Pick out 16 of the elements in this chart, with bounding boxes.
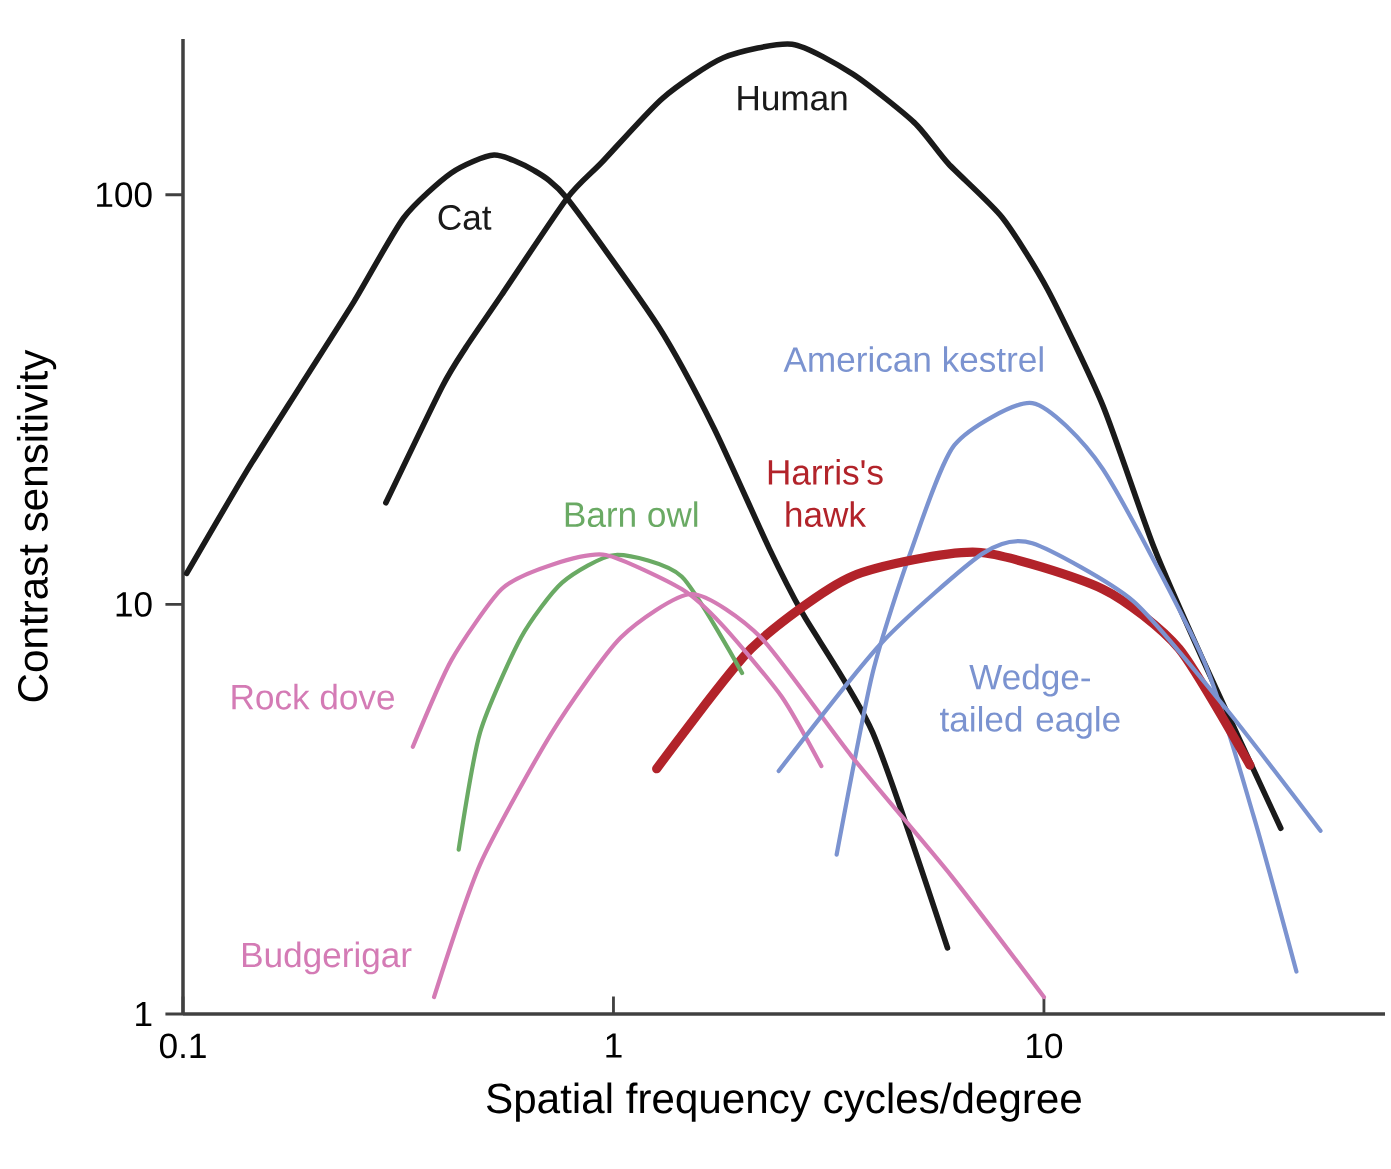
series-label: Wedge-tailed eagle — [940, 663, 1120, 739]
x-tick-label: 0.1 — [159, 1033, 206, 1059]
x-tick-label: 10 — [1027, 1033, 1063, 1059]
series-label: Rock dove — [232, 683, 394, 710]
y-axis-title: Contrast sensitivity — [16, 349, 57, 702]
y-tick-label: 100 — [97, 182, 152, 208]
y-tick-label: 1 — [136, 1001, 152, 1027]
series-label: Budgerigar — [243, 941, 412, 975]
x-tick-label: 1 — [606, 1033, 622, 1058]
series-label: American kestrel — [783, 346, 1043, 373]
series-label: Cat — [438, 205, 492, 230]
series-label: Harris's hawk — [768, 459, 883, 528]
x-axis-title: Spatial frequency cycles/degree — [487, 1082, 1081, 1122]
series-label: Barn owl — [565, 501, 698, 528]
series-label: Human — [738, 85, 847, 111]
y-tick-label: 10 — [116, 591, 152, 617]
